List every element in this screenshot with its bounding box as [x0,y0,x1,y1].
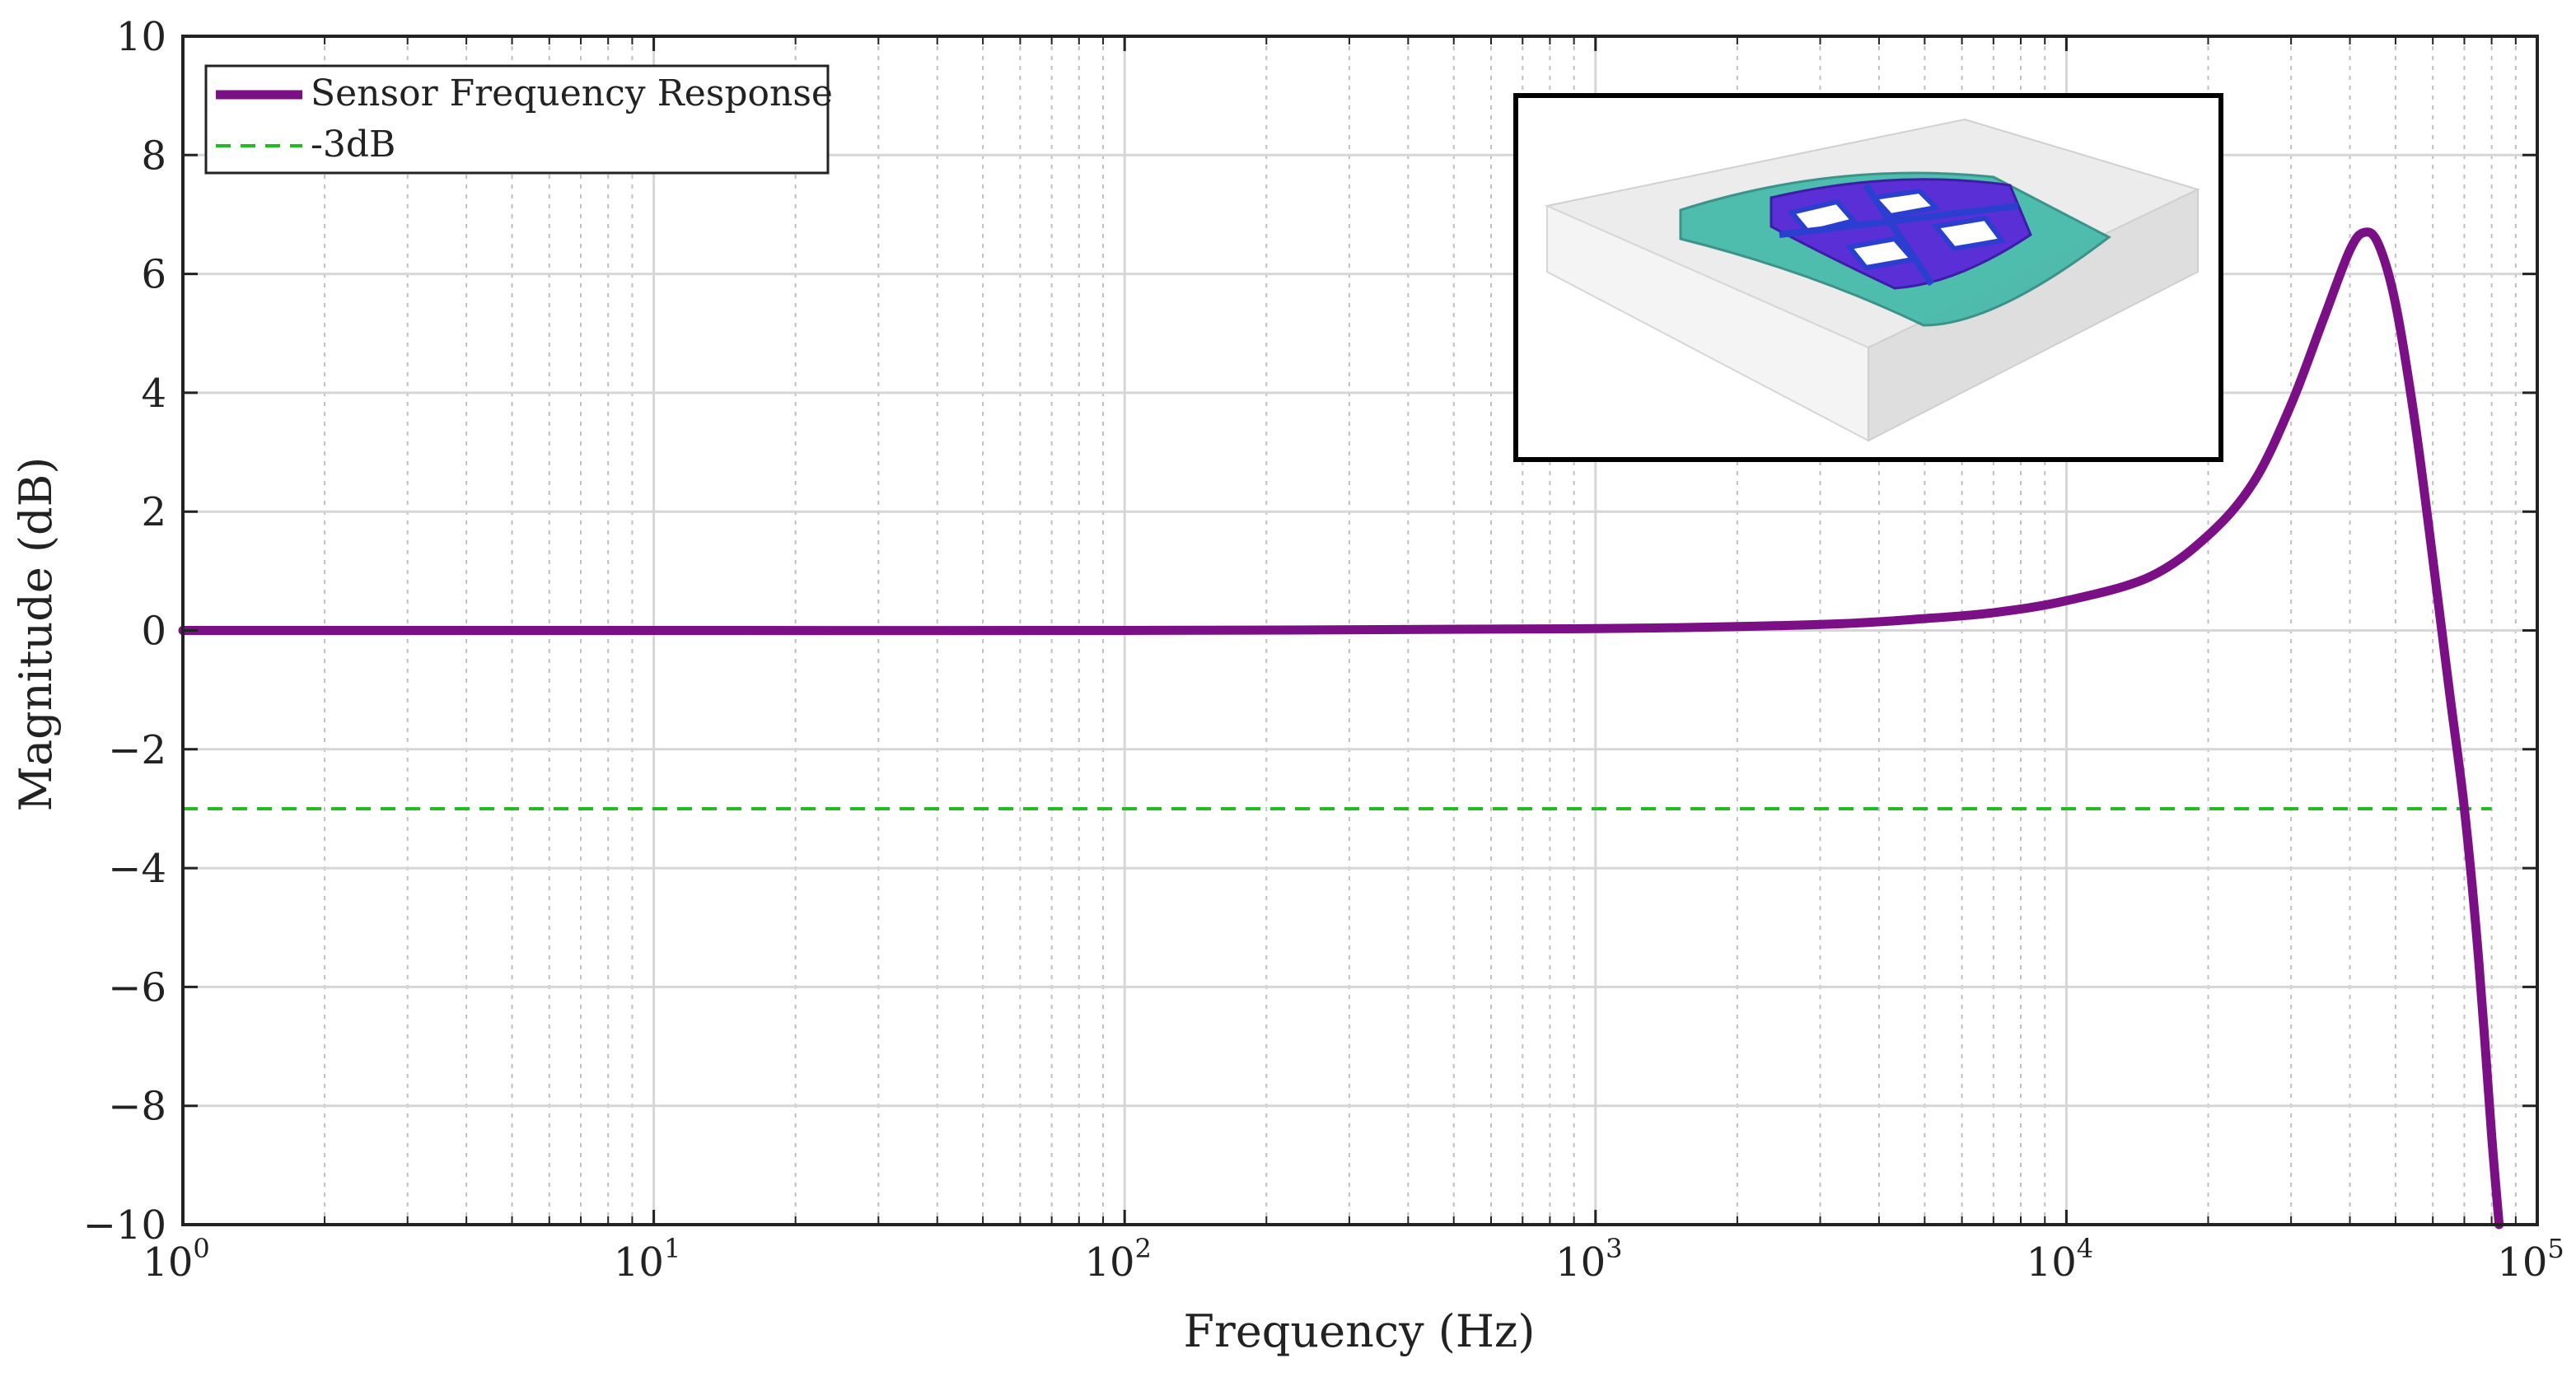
x-tick-base: 10 [1555,1239,1606,1286]
y-tick-label: 10 [116,14,166,60]
y-tick-label: 0 [141,609,166,655]
y-tick-label: 4 [141,371,166,417]
x-tick-labels: 100 101 102 103 104 105 [143,1233,2564,1286]
y-tick-label: 8 [141,133,166,179]
x-tick-label: 101 [614,1233,680,1286]
x-tick-label: 100 [143,1233,209,1286]
y-axis-title: Magnitude (dB) [10,457,62,812]
sensor-3d-model-image [1513,93,2223,462]
y-tick-label: −8 [108,1084,166,1130]
y-tick-label: −2 [108,727,166,773]
sensor-response-curve [178,227,2504,1230]
cross-beam-v [1863,183,1935,287]
x-tick-exponent: 1 [664,1233,680,1264]
legend-label-3db: -3dB [311,124,395,166]
x-tick-exponent: 5 [2547,1233,2564,1264]
x-tick-base: 10 [614,1239,664,1286]
y-tick-label: −10 [83,1202,166,1249]
cross-beam-h [1779,203,2019,238]
x-tick-exponent: 3 [1606,1233,1622,1264]
paddle-bottom-right [1931,215,2007,252]
legend-box [204,64,830,175]
x-tick-exponent: 2 [1135,1233,1152,1264]
x-tick-base: 10 [2497,1239,2547,1286]
x-tick-label: 102 [1084,1233,1151,1286]
y-tick-labels: 10 8 6 4 2 0 −2 −4 −6 −8 −10 [83,14,166,1249]
y-tick-label: 2 [141,489,166,535]
y-tick-label: −4 [108,846,166,892]
x-tick-base: 10 [143,1239,193,1286]
x-axis-title: Frequency (Hz) [1184,1305,1536,1357]
x-tick-label: 103 [1555,1233,1622,1286]
y-tick-label: −6 [108,964,166,1011]
tick-marks [181,35,2539,1226]
x-tick-label: 105 [2497,1233,2564,1286]
y-tick-label: 6 [141,252,166,298]
x-tick-exponent: 4 [2077,1233,2093,1264]
x-tick-label: 104 [2027,1233,2093,1286]
x-tick-exponent: 0 [193,1233,209,1264]
legend-label-response: Sensor Frequency Response [311,72,833,114]
x-tick-base: 10 [1084,1239,1134,1286]
legend: Sensor Frequency Response -3dB [204,64,833,175]
x-tick-base: 10 [2027,1239,2077,1286]
